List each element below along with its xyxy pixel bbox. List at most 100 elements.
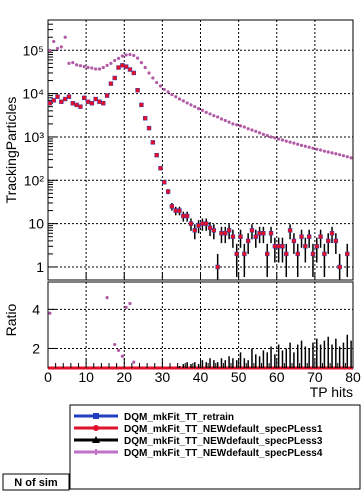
legend-entry: DQM_mkFit_TT_NEWdefault_specPLess1 (74, 424, 323, 435)
data-point-specPLess4 (303, 144, 307, 148)
data-point-specPLess1 (55, 94, 60, 99)
data-point-specPLess1 (105, 93, 110, 98)
data-point-specPLess1 (318, 234, 323, 239)
main-y-tick-label: 10 (28, 216, 44, 232)
data-point-specPLess1 (86, 99, 91, 104)
data-point-specPLess4 (288, 140, 292, 144)
main-plot-marks (47, 35, 353, 280)
data-point-specPLess1 (89, 101, 94, 106)
data-point-specPLess1 (307, 234, 312, 239)
data-point-specPLess4 (155, 80, 159, 85)
data-point-specPLess1 (249, 228, 254, 233)
data-point-specPLess1 (242, 251, 247, 256)
data-point-specPLess1 (230, 234, 235, 239)
legend-marker-square (93, 413, 99, 419)
data-point-specPLess1 (272, 244, 277, 249)
data-point-specPLess1 (185, 213, 190, 218)
data-point-specPLess4 (151, 76, 155, 80)
data-point-specPLess1 (291, 238, 296, 243)
ratio-point (105, 296, 109, 300)
data-point-specPLess4 (242, 125, 246, 129)
legend-entry: DQM_mkFit_TT_NEWdefault_specPLess4 (74, 448, 323, 459)
data-point-specPLess1 (63, 97, 68, 102)
data-point-specPLess1 (345, 251, 350, 256)
main-y-tick-label: 10⁴ (22, 86, 44, 102)
data-point-specPLess1 (51, 98, 56, 103)
legend-marker-cross (93, 449, 99, 455)
data-point-specPLess4 (55, 46, 60, 51)
data-point-specPLess4 (334, 152, 338, 156)
data-point-specPLess1 (177, 208, 182, 213)
data-point-specPLess4 (223, 118, 227, 123)
data-point-specPLess1 (181, 213, 186, 218)
data-point-specPLess1 (265, 251, 270, 256)
ratio-grid (48, 282, 353, 368)
ratio-ylabel: Ratio (3, 303, 19, 336)
data-point-specPLess4 (116, 56, 121, 60)
data-point-specPLess4 (177, 97, 182, 101)
ratio-ticks: 240 10 20 30 40 50 60 70 80 (32, 301, 361, 385)
legend-label: DQM_mkFit_TT_NEWdefault_specPLess1 (124, 424, 323, 435)
data-point-specPLess1 (288, 228, 293, 233)
data-point-specPLess4 (86, 65, 90, 70)
ratio-x-tick-label: 10 (78, 369, 94, 385)
main-ylabel: TrackingParticles (3, 97, 19, 204)
data-point-specPLess4 (345, 155, 349, 159)
main-y-tick-label: 10⁵ (23, 42, 44, 58)
legend-marker-triangle (92, 436, 100, 443)
data-point-specPLess4 (189, 103, 193, 107)
data-point-specPLess4 (238, 124, 243, 128)
data-point-specPLess4 (170, 92, 174, 97)
data-point-specPLess4 (212, 114, 216, 118)
data-point-specPLess1 (269, 231, 274, 236)
data-point-specPLess1 (66, 94, 71, 99)
ratio-y-tick-label: 2 (32, 340, 40, 356)
data-point-specPLess4 (120, 54, 124, 58)
data-point-specPLess1 (93, 97, 98, 102)
data-point-specPLess4 (227, 120, 231, 124)
data-point-specPLess4 (318, 148, 323, 152)
data-point-specPLess1 (208, 225, 213, 230)
data-point-specPLess1 (211, 228, 216, 233)
data-point-specPLess1 (257, 231, 262, 236)
legend-marker-circle (93, 425, 99, 431)
data-point-specPLess4 (143, 65, 147, 70)
data-point-specPLess1 (131, 70, 136, 75)
data-point-specPLess4 (284, 139, 288, 143)
data-point-specPLess1 (173, 208, 178, 213)
data-point-specPLess4 (315, 147, 319, 151)
data-point-specPLess1 (299, 234, 304, 239)
data-point-specPLess1 (158, 166, 163, 171)
data-point-specPLess4 (105, 63, 109, 67)
data-point-specPLess4 (132, 53, 136, 58)
data-point-specPLess1 (314, 244, 319, 249)
data-point-specPLess4 (94, 67, 98, 71)
data-point-specPLess4 (280, 138, 285, 142)
data-point-specPLess1 (116, 65, 121, 70)
data-point-specPLess1 (150, 140, 155, 145)
data-point-specPLess1 (246, 238, 251, 243)
ratio-point (48, 311, 52, 315)
data-point-specPLess4 (208, 112, 212, 116)
ratio-point (116, 348, 121, 353)
data-point-specPLess1 (196, 223, 201, 228)
data-point-specPLess4 (349, 156, 353, 160)
data-point-specPLess4 (330, 151, 334, 155)
data-point-specPLess4 (52, 39, 56, 44)
data-point-specPLess4 (341, 154, 346, 158)
data-point-specPLess4 (299, 143, 304, 147)
data-point-specPLess4 (63, 35, 67, 39)
data-point-specPLess4 (139, 60, 144, 65)
data-point-specPLess1 (188, 221, 193, 226)
main-grid (48, 20, 353, 280)
data-point-specPLess1 (333, 238, 338, 243)
data-point-specPLess1 (70, 101, 75, 106)
data-point-specPLess4 (59, 45, 63, 49)
data-point-specPLess4 (158, 84, 163, 88)
legend-entry: DQM_mkFit_TT_retrain (74, 412, 234, 423)
data-point-specPLess4 (193, 105, 197, 109)
data-point-specPLess1 (139, 102, 144, 107)
ratio-point (128, 301, 132, 306)
data-point-specPLess4 (196, 107, 201, 111)
data-point-specPLess4 (185, 101, 189, 105)
